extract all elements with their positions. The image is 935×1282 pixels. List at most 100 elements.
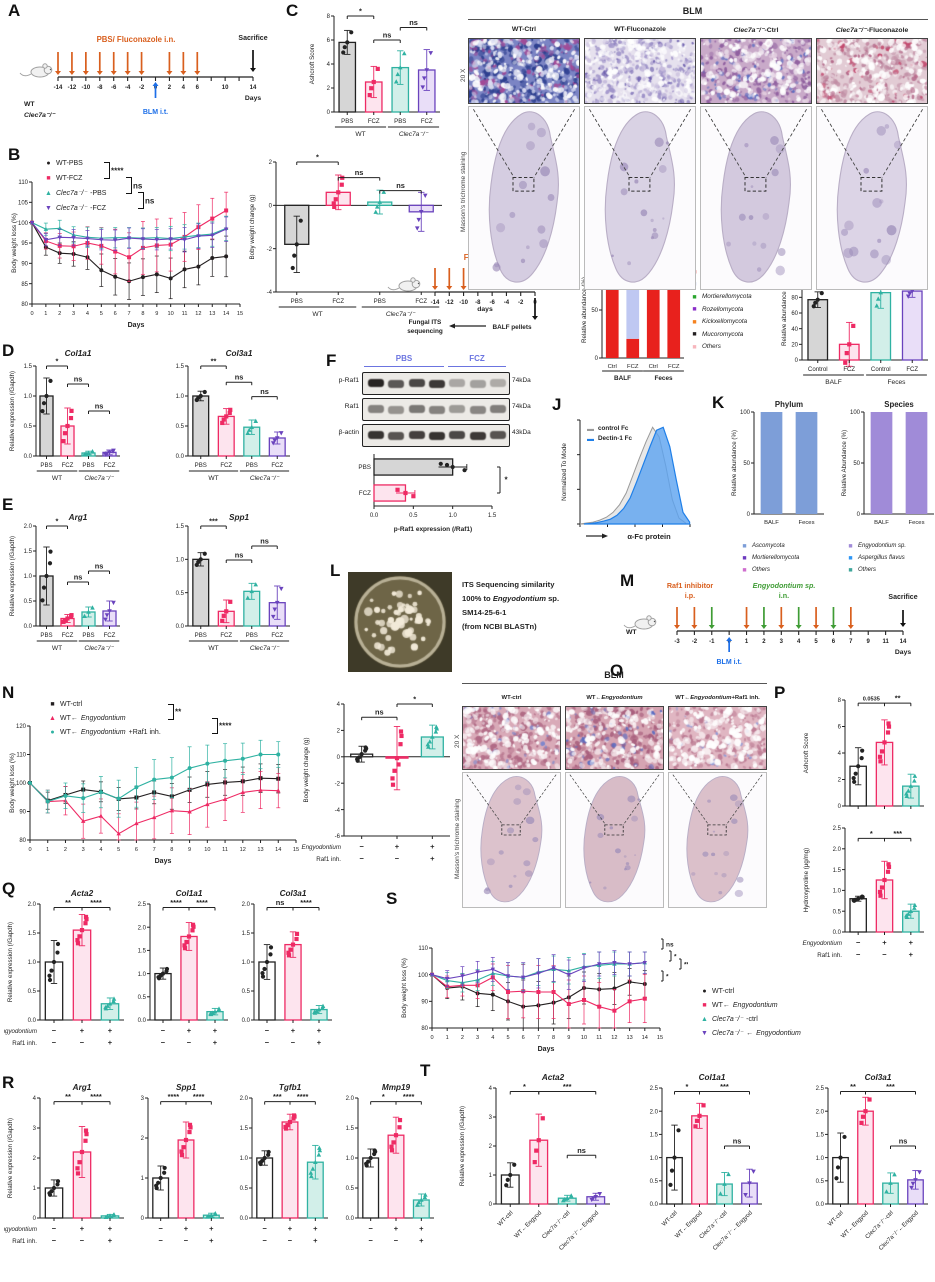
svg-text:8: 8	[141, 311, 144, 317]
svg-text:−: −	[80, 1236, 85, 1245]
svg-text:50: 50	[743, 461, 750, 467]
hydroxyproline-chart-p: 0.0 0.5 1.0 1.5 2.0 2.5 Hydroxyproline (μg/mg)…	[800, 820, 930, 981]
svg-text:+: +	[419, 1236, 424, 1245]
svg-text:−: −	[52, 1224, 57, 1233]
svg-text:15: 15	[237, 311, 243, 317]
svg-text:FCZ: FCZ	[421, 118, 433, 125]
svg-text:ns: ns	[235, 373, 244, 382]
phylum-legend-k: ■ Ascomycota ■ Mortierellomycota ■ Others	[742, 542, 800, 574]
svg-text:WT: WT	[208, 645, 218, 652]
svg-text:20: 20	[791, 343, 798, 349]
svg-text:+: +	[213, 1026, 218, 1035]
svg-text:−: −	[52, 1026, 57, 1035]
svg-text:Ashcroft Score: Ashcroft Score	[803, 732, 810, 773]
svg-text:85: 85	[21, 282, 28, 288]
svg-text:2.5: 2.5	[833, 826, 842, 832]
svg-text:10: 10	[204, 847, 210, 853]
svg-text:11: 11	[222, 847, 228, 853]
svg-text:5: 5	[100, 311, 103, 317]
body-weight-change-bar-chart-b: -4 -2 0 2 Boby weight change (g) PBS FCZ PBS FCZ…	[246, 148, 448, 341]
svg-text:−: −	[856, 938, 861, 947]
svg-text:Feces: Feces	[654, 375, 673, 382]
svg-text:0.0: 0.0	[24, 454, 33, 460]
svg-text:−: −	[882, 950, 887, 959]
svg-text:+: +	[909, 950, 914, 959]
svg-text:6: 6	[135, 847, 138, 853]
svg-text:*: *	[316, 153, 319, 162]
svg-text:−: −	[265, 1038, 270, 1047]
svg-text:2.0: 2.0	[28, 902, 37, 908]
svg-text:Hydroxyproline (μg/mg): Hydroxyproline (μg/mg)	[803, 848, 810, 912]
svg-text:1: 1	[44, 311, 47, 317]
svg-text:1.5: 1.5	[240, 1126, 249, 1132]
svg-text:BLM i.t.: BLM i.t.	[143, 109, 168, 116]
svg-text:2.0: 2.0	[650, 1109, 659, 1115]
svg-text:Engyodontium sp.: Engyodontium sp.	[753, 581, 816, 590]
petri-dish-photo	[348, 572, 452, 672]
svg-text:90: 90	[21, 262, 28, 268]
svg-text:FCZ: FCZ	[62, 632, 74, 639]
svg-text:110: 110	[16, 753, 26, 759]
svg-text:4: 4	[327, 62, 331, 68]
species-legend-k: ■ Engyodontium sp. ■ Aspergillus flavus ■ Oth…	[848, 542, 907, 574]
svg-text:9: 9	[188, 847, 191, 853]
svg-text:Mmp19: Mmp19	[382, 1083, 411, 1092]
svg-text:ns: ns	[260, 387, 269, 396]
svg-text:10: 10	[168, 311, 174, 317]
svg-text:FCZ: FCZ	[271, 632, 283, 639]
svg-text:PBS: PBS	[291, 298, 303, 305]
col3a1-chart-d: 0.0 0.5 1.0 1.5 Col3a1 PBS FCZ PBS FCZ WT Clec7a⁻/…	[168, 346, 296, 497]
svg-text:+: +	[80, 1224, 85, 1233]
svg-text:Clec7a⁻/⁻: Clec7a⁻/⁻	[250, 475, 280, 482]
svg-text:ns: ns	[355, 168, 364, 177]
svg-text:Col1a1: Col1a1	[699, 1073, 726, 1082]
tgfb1-chart-r: 0.0 0.5 1.0 1.5 2.0 Tgfb1− + + − − + *** ****	[238, 1080, 334, 1265]
svg-text:4: 4	[182, 85, 186, 91]
svg-text:ns: ns	[666, 942, 674, 949]
svg-text:ns: ns	[733, 1137, 742, 1146]
svg-text:Feces: Feces	[908, 520, 924, 526]
svg-text:14: 14	[250, 85, 257, 91]
svg-text:1.0: 1.0	[176, 394, 185, 400]
svg-text:+: +	[882, 938, 887, 947]
svg-text:110: 110	[418, 946, 428, 952]
svg-text:FCZ: FCZ	[415, 298, 427, 305]
svg-text:4: 4	[337, 702, 341, 708]
svg-text:12: 12	[240, 847, 246, 853]
panel-label-b: B	[8, 145, 21, 164]
svg-text:ns: ns	[95, 402, 104, 411]
svg-text:0.0: 0.0	[240, 1216, 249, 1222]
legend-b: ● WT-PBS ■ WT-FCZ ▲ Clec7a⁻/⁻ -PBS ▼ Clec7a⁻/⁻ -F…	[45, 160, 107, 212]
svg-text:2: 2	[168, 85, 172, 91]
svg-text:1.5: 1.5	[176, 524, 185, 530]
treatment-timeline-a: -14-12-10-8-6-4-202461014PBS/ Fluconazol…	[16, 14, 306, 136]
svg-text:+: +	[213, 1038, 218, 1047]
svg-text:+: +	[394, 1224, 399, 1233]
svg-text:***: ***	[886, 1082, 895, 1091]
svg-text:0.0: 0.0	[176, 454, 185, 460]
svg-text:+: +	[291, 1026, 296, 1035]
svg-text:ns: ns	[74, 375, 83, 384]
svg-text:-14: -14	[54, 85, 63, 91]
svg-text:**: **	[850, 1082, 856, 1091]
svg-text:1.0: 1.0	[833, 889, 842, 895]
svg-text:1.5: 1.5	[346, 1126, 355, 1132]
svg-text:PBS: PBS	[358, 464, 371, 471]
svg-text:2: 2	[762, 639, 766, 645]
svg-text:0.0: 0.0	[176, 624, 185, 630]
svg-text:***: ***	[563, 1082, 572, 1091]
svg-text:Days: Days	[245, 95, 261, 102]
svg-text:0.0: 0.0	[370, 513, 379, 519]
svg-text:-4: -4	[335, 808, 341, 814]
svg-text:10: 10	[222, 85, 229, 91]
svg-text:1.5: 1.5	[242, 931, 251, 937]
its-sequencing-text: ITS Sequencing similarity 100% to Engyodo…	[462, 580, 560, 631]
svg-text:3: 3	[33, 1126, 37, 1132]
svg-text:-4: -4	[504, 300, 510, 306]
svg-text:80: 80	[791, 296, 798, 302]
svg-text:PBS: PBS	[246, 462, 258, 469]
svg-text:Days: Days	[128, 322, 145, 329]
panel-label-j: J	[552, 395, 562, 414]
svg-text:2.0: 2.0	[242, 902, 251, 908]
svg-text:****: ****	[297, 1092, 309, 1101]
